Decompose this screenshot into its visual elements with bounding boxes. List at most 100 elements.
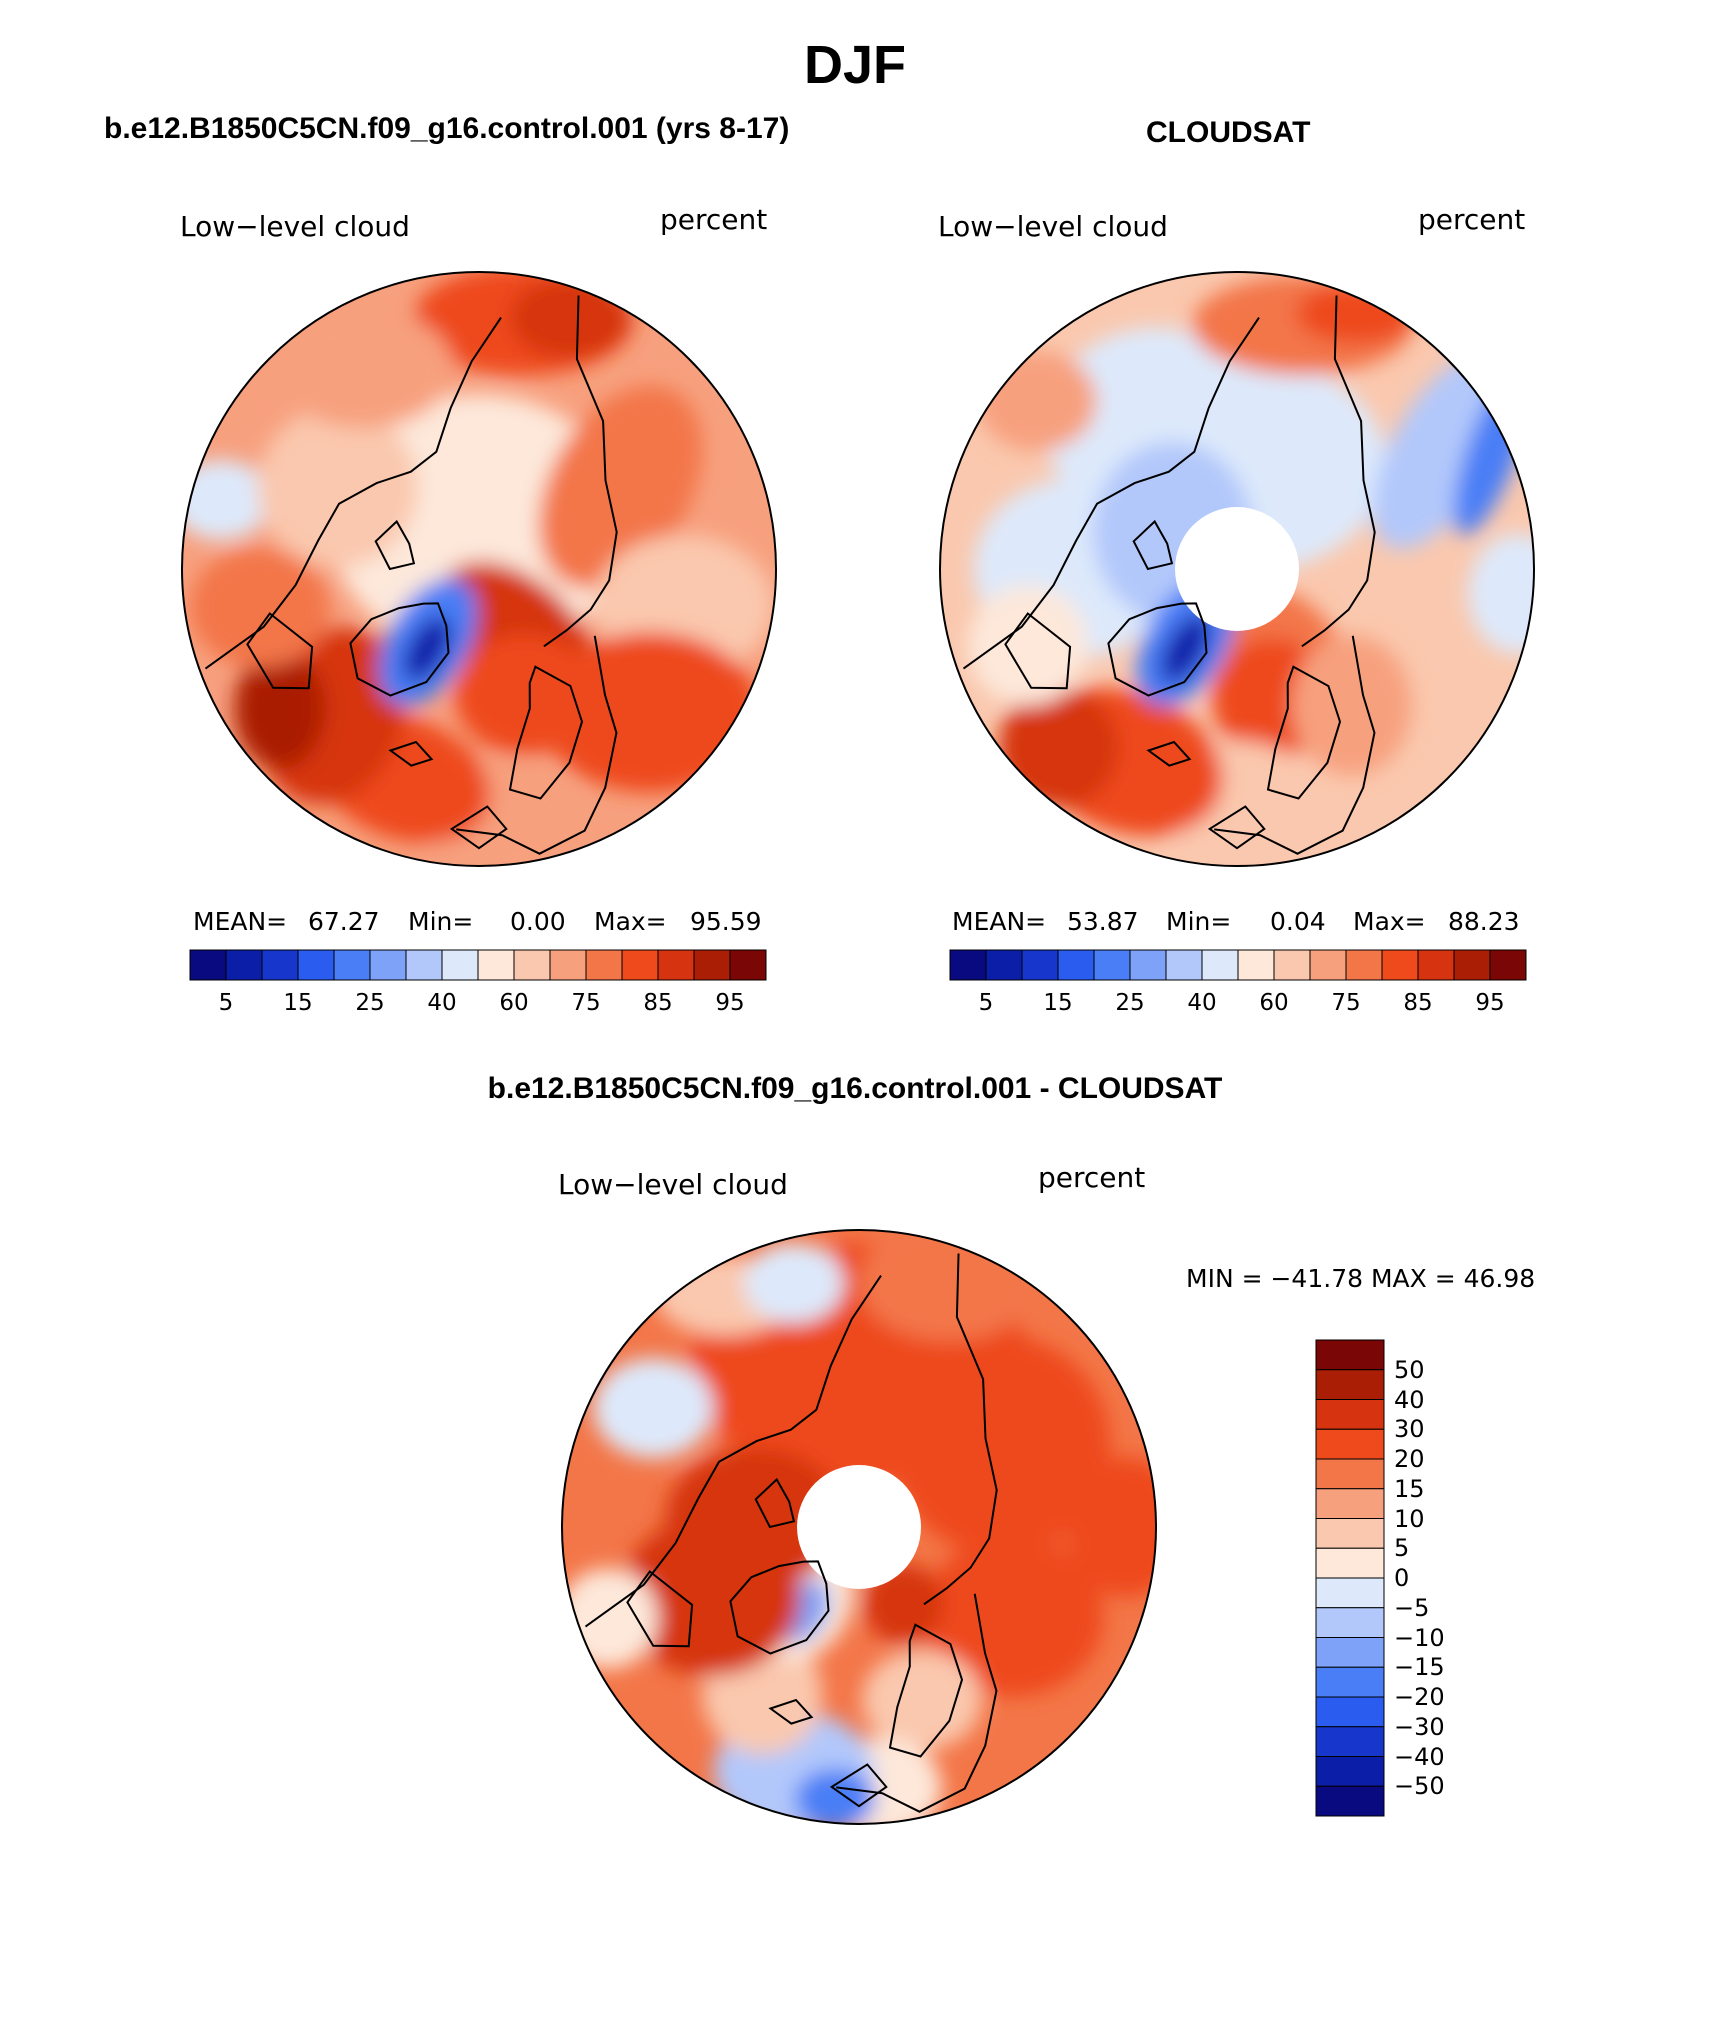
model-hudson-bay-outline xyxy=(246,612,314,690)
model-colorbar-box xyxy=(225,949,263,981)
obs-polar-map xyxy=(939,271,1535,867)
obs-max-label: Max= xyxy=(1353,907,1426,936)
diff-colorbar-box xyxy=(1315,1637,1385,1668)
diff-coastlines xyxy=(584,1253,998,1813)
model-colorbar-box xyxy=(477,949,515,981)
obs-colorbar-tick: 40 xyxy=(1187,990,1217,1016)
obs-variable-label: Low−level cloud xyxy=(938,210,1168,243)
obs-colorbar-box xyxy=(1381,949,1419,981)
diff-colorbar-tick: 15 xyxy=(1394,1474,1425,1503)
obs-colorbar-box xyxy=(1165,949,1203,981)
diff-colorbar-tick: 10 xyxy=(1394,1504,1425,1533)
obs-america-coast xyxy=(962,316,1260,670)
model-colorbar-tick: 95 xyxy=(715,990,745,1016)
diff-colorbar-box xyxy=(1315,1607,1385,1638)
obs-colorbar-box xyxy=(949,949,987,981)
diff-polar-data-gap xyxy=(797,1465,921,1589)
model-scandinavia-outline xyxy=(508,665,584,800)
diff-cloud-region xyxy=(890,1335,1111,1556)
diff-cloud-region xyxy=(562,1568,658,1669)
obs-arctic-archipelago-outline xyxy=(1132,519,1174,571)
obs-hudson-bay-outline xyxy=(1004,612,1072,690)
obs-colorbar xyxy=(949,949,1527,981)
obs-colorbar-box xyxy=(1021,949,1059,981)
diff-scandinavia-outline xyxy=(888,1623,964,1758)
diff-colorbar-box xyxy=(1315,1785,1385,1817)
model-mean-label: MEAN= xyxy=(193,907,288,936)
model-cloud-region xyxy=(273,308,454,429)
diff-map-border xyxy=(561,1229,1157,1825)
obs-cloud-region xyxy=(1296,283,1417,344)
model-mean-value: 67.27 xyxy=(308,907,380,936)
model-colorbar-tick: 5 xyxy=(218,990,234,1016)
model-cloud-region xyxy=(257,407,418,568)
diff-cloud-region xyxy=(923,1536,1104,1697)
model-panel-header: b.e12.B1850C5CN.f09_g16.control.001 (yrs… xyxy=(104,112,790,145)
diff-cloud-region xyxy=(861,1650,982,1751)
model-colorbar-box xyxy=(657,949,695,981)
diff-cloud-region xyxy=(743,1243,844,1324)
diff-greenland-outline xyxy=(729,1560,830,1655)
diff-iceland-outline xyxy=(768,1698,814,1725)
diff-colorbar-box xyxy=(1315,1726,1385,1757)
obs-cloud-region xyxy=(976,351,1097,452)
obs-colorbar-tick: 15 xyxy=(1043,990,1073,1016)
diff-colorbar-tick: −5 xyxy=(1394,1593,1430,1622)
diff-colorbar-box xyxy=(1315,1756,1385,1787)
obs-colorbar-tick: 60 xyxy=(1259,990,1289,1016)
obs-mean-label: MEAN= xyxy=(952,907,1047,936)
model-colorbar-box xyxy=(693,949,731,981)
obs-europe-coast xyxy=(1214,635,1376,855)
diff-colorbar-tick: −40 xyxy=(1394,1742,1445,1771)
model-colorbar-tick: 25 xyxy=(355,990,385,1016)
model-colorbar-box xyxy=(297,949,335,981)
diff-colorbar xyxy=(1315,1339,1385,1817)
diff-colorbar-box xyxy=(1315,1458,1385,1490)
obs-polar-data-gap xyxy=(1175,507,1299,631)
model-variable-label: Low−level cloud xyxy=(180,210,410,243)
diff-colorbar-tick: −50 xyxy=(1394,1772,1445,1801)
model-colorbar-box xyxy=(441,949,479,981)
diff-cloud-region xyxy=(593,1358,714,1459)
model-colorbar-box xyxy=(333,949,371,981)
model-cloud-region xyxy=(189,547,330,668)
diff-colorbar-tick: 0 xyxy=(1394,1564,1410,1592)
obs-scandinavia-outline xyxy=(1266,665,1342,800)
diff-hudson-bay-outline xyxy=(626,1570,694,1648)
diff-colorbar-tick: 30 xyxy=(1394,1415,1425,1444)
diff-polar-map xyxy=(561,1229,1157,1825)
model-colorbar-box xyxy=(405,949,443,981)
diff-cloud-field xyxy=(562,1230,1156,1824)
model-polar-map xyxy=(181,271,777,867)
obs-cloud-region xyxy=(998,687,1119,808)
obs-cloud-region xyxy=(1160,614,1210,683)
diff-colorbar-tick: 50 xyxy=(1394,1355,1425,1384)
diff-panel-header: b.e12.B1850C5CN.f09_g16.control.001 - CL… xyxy=(487,1072,1223,1105)
diff-colorbar-box xyxy=(1315,1547,1385,1579)
obs-colorbar-box xyxy=(1237,949,1275,981)
diff-america-coast xyxy=(584,1274,882,1628)
model-colorbar xyxy=(189,949,767,981)
diff-colorbar-tick: 20 xyxy=(1394,1445,1425,1473)
model-iceland-outline xyxy=(388,740,434,767)
obs-colorbar-box xyxy=(1453,949,1491,981)
diff-colorbar-tick: −30 xyxy=(1394,1712,1445,1741)
model-colorbar-box xyxy=(549,949,587,981)
model-colorbar-box xyxy=(189,949,227,981)
model-colorbar-box xyxy=(261,949,299,981)
model-cloud-region xyxy=(234,648,325,769)
obs-colorbar-box xyxy=(985,949,1023,981)
obs-mean-value: 53.87 xyxy=(1067,907,1139,936)
diff-cloud-region xyxy=(795,1769,876,1824)
diff-variable-label: Low−level cloud xyxy=(558,1168,788,1201)
model-min-label: Min= xyxy=(408,907,474,936)
model-cloud-region xyxy=(510,277,631,358)
diff-arctic-archipelago-outline xyxy=(754,1477,796,1529)
obs-cloud-field xyxy=(940,272,1534,866)
diff-colorbar-tick: −15 xyxy=(1394,1653,1445,1682)
obs-greenland-outline xyxy=(1107,602,1208,697)
obs-colorbar-box xyxy=(1417,949,1455,981)
figure-title: DJF xyxy=(803,35,906,95)
model-colorbar-box xyxy=(585,949,623,981)
model-colorbar-tick: 15 xyxy=(283,990,313,1016)
